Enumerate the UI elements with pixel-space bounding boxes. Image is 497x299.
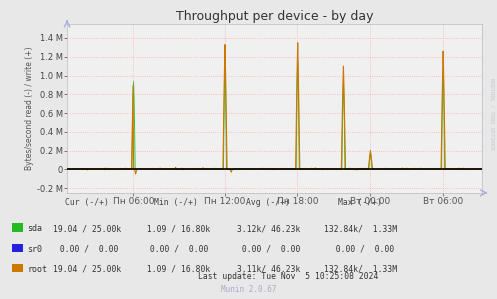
Text: 3.11k/ 46.23k: 3.11k/ 46.23k	[237, 265, 300, 274]
Text: Last update: Tue Nov  5 10:25:08 2024: Last update: Tue Nov 5 10:25:08 2024	[198, 272, 378, 281]
Text: 1.09 / 16.80k: 1.09 / 16.80k	[142, 265, 211, 274]
Text: 0.00 /  0.00: 0.00 / 0.00	[326, 245, 395, 254]
Text: 1.09 / 16.80k: 1.09 / 16.80k	[142, 224, 211, 233]
Text: Cur (-/+): Cur (-/+)	[65, 198, 109, 207]
Title: Throughput per device - by day: Throughput per device - by day	[176, 10, 373, 23]
Text: 19.04 / 25.00k: 19.04 / 25.00k	[53, 224, 121, 233]
Text: 3.12k/ 46.23k: 3.12k/ 46.23k	[237, 224, 300, 233]
Text: Avg (-/+): Avg (-/+)	[247, 198, 290, 207]
Text: Min (-/+): Min (-/+)	[155, 198, 198, 207]
Text: root: root	[27, 265, 47, 274]
Text: 19.04 / 25.00k: 19.04 / 25.00k	[53, 265, 121, 274]
Text: 132.84k/  1.33M: 132.84k/ 1.33M	[324, 224, 397, 233]
Text: sda: sda	[27, 224, 42, 233]
Text: 132.84k/  1.33M: 132.84k/ 1.33M	[324, 265, 397, 274]
Text: 0.00 /  0.00: 0.00 / 0.00	[237, 245, 300, 254]
Text: sr0: sr0	[27, 245, 42, 254]
Text: 0.00 /  0.00: 0.00 / 0.00	[145, 245, 208, 254]
Y-axis label: Bytes/second read (-) / write (+): Bytes/second read (-) / write (+)	[25, 47, 34, 170]
Text: Max (-/+): Max (-/+)	[338, 198, 382, 207]
Text: RRDTOOL / TOBI OETIKER: RRDTOOL / TOBI OETIKER	[490, 78, 495, 150]
Text: Munin 2.0.67: Munin 2.0.67	[221, 286, 276, 295]
Text: 0.00 /  0.00: 0.00 / 0.00	[55, 245, 119, 254]
